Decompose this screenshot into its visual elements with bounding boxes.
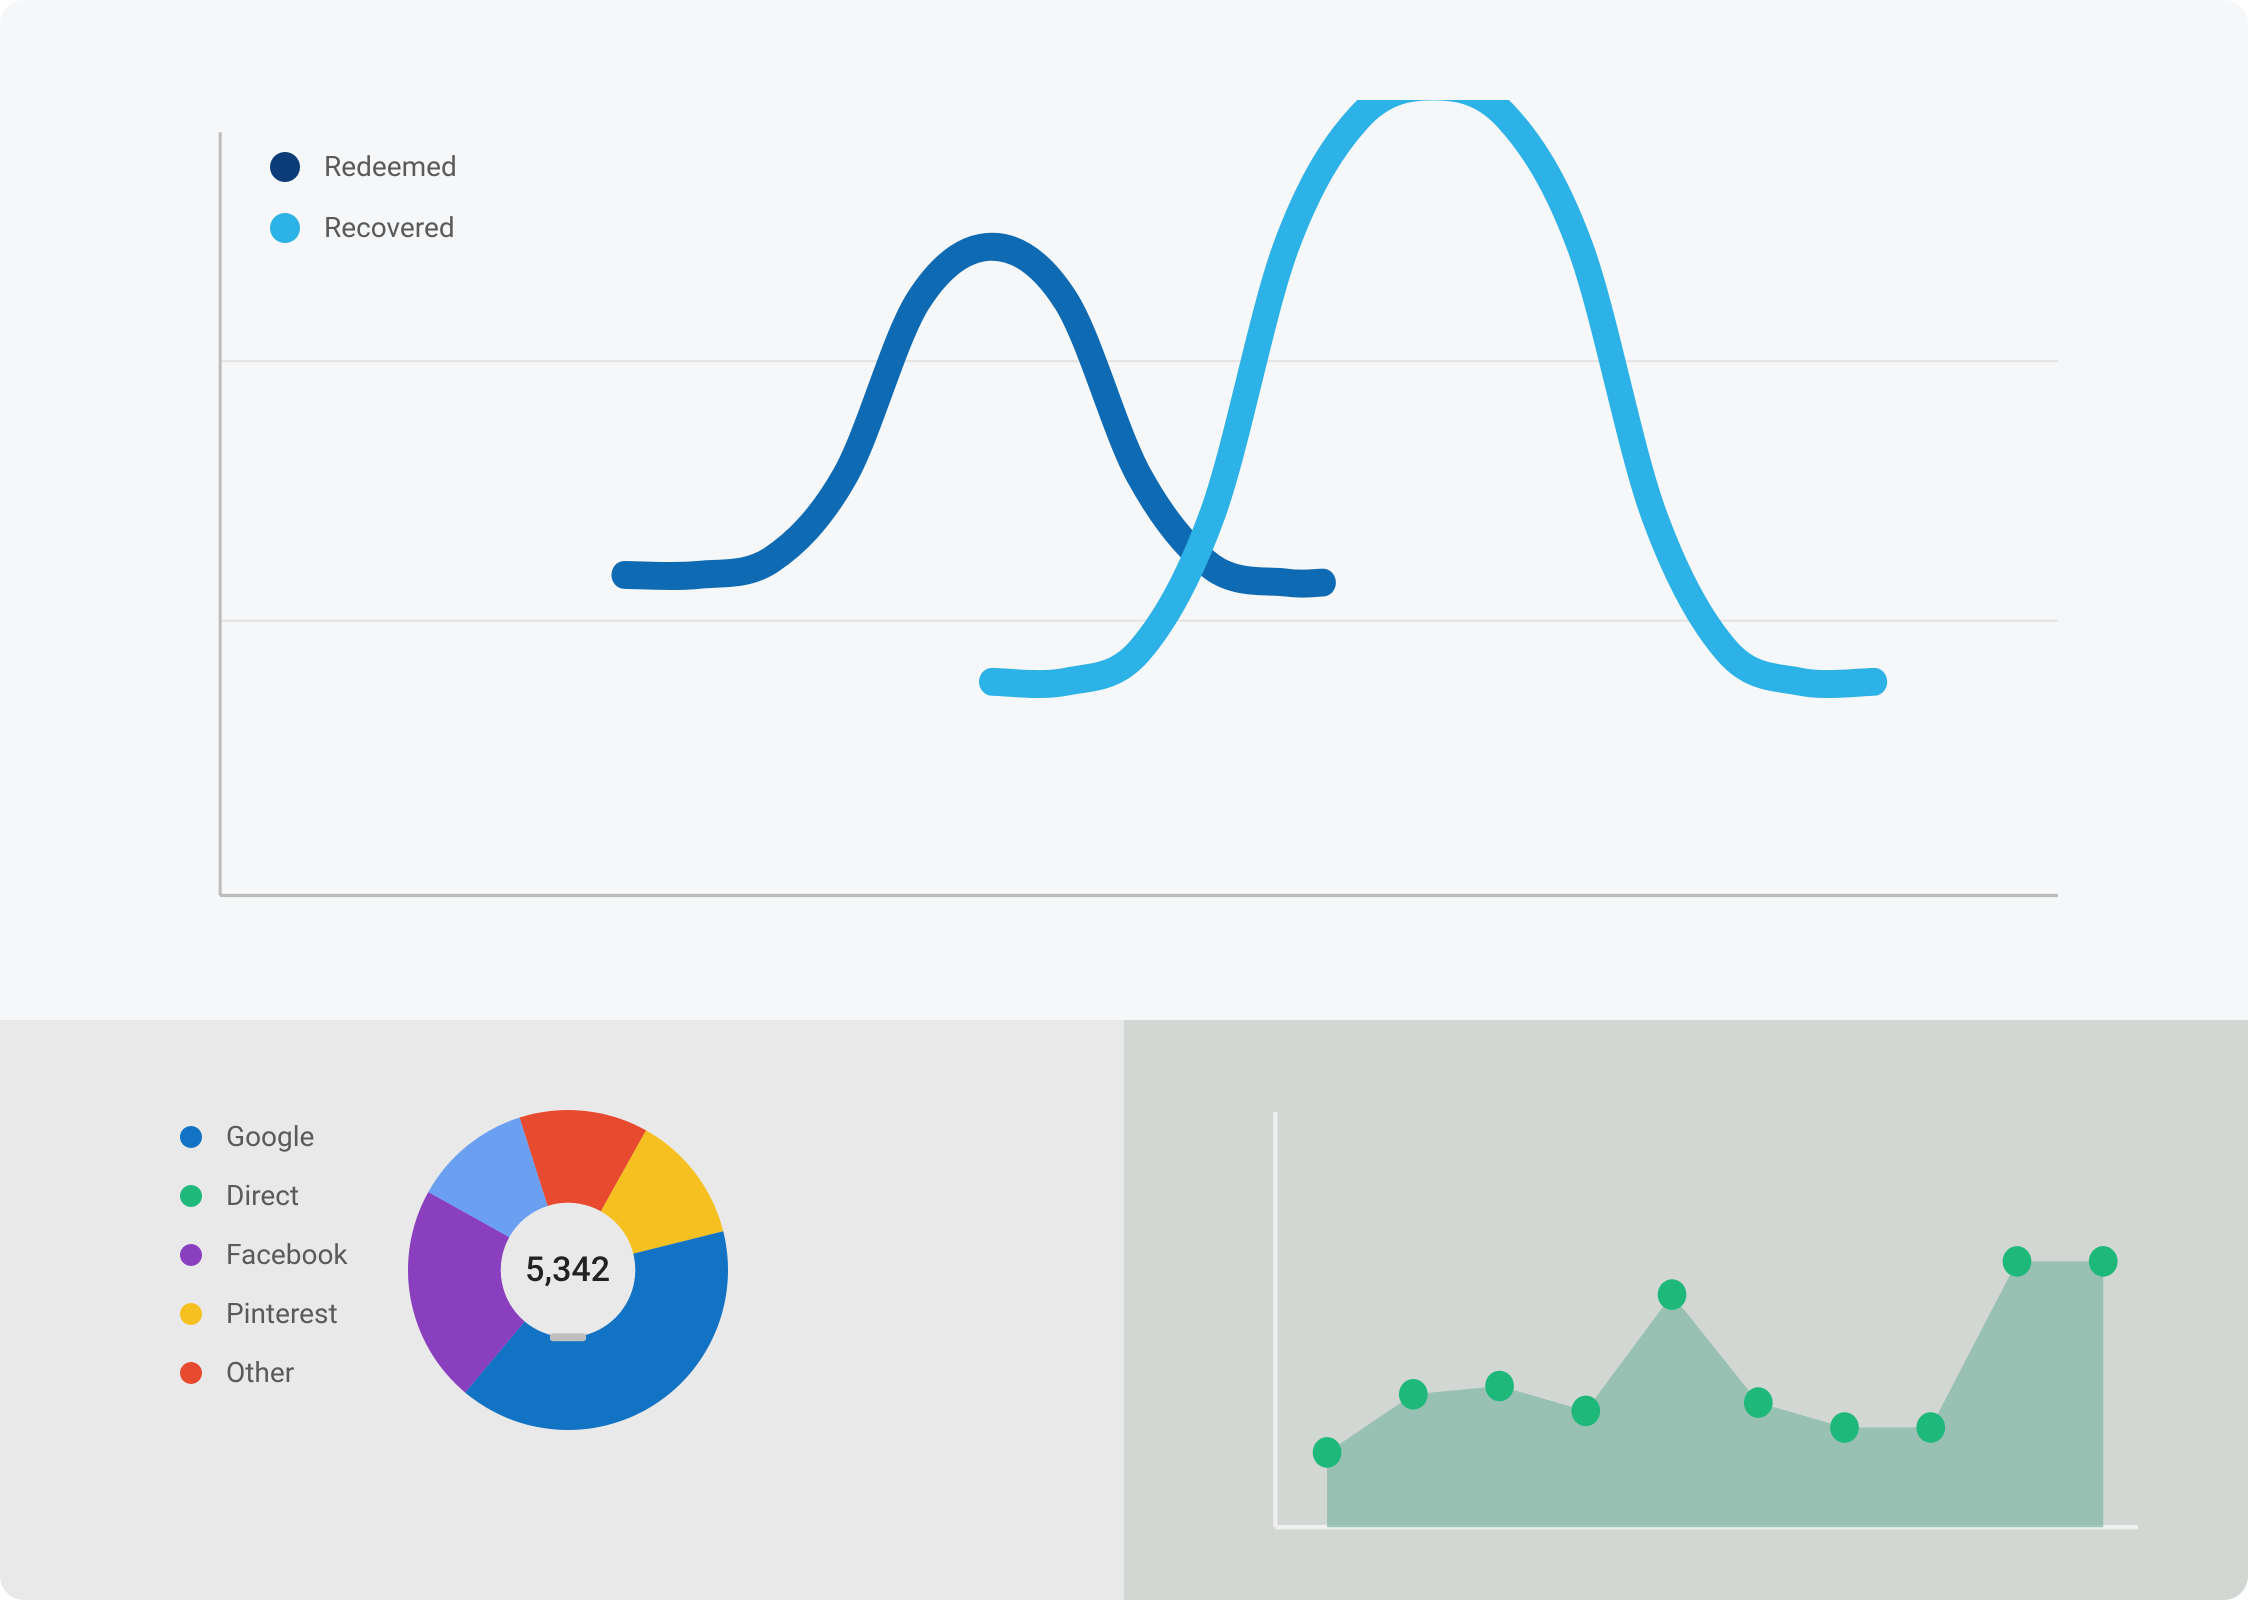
area-fill bbox=[1327, 1261, 2103, 1527]
area-marker bbox=[2003, 1246, 2032, 1277]
legend-item-redeemed: Redeemed bbox=[270, 150, 457, 183]
donut-legend-item-direct: Direct bbox=[180, 1179, 348, 1212]
area-marker bbox=[1399, 1379, 1428, 1410]
donut-center-value: 5,342 bbox=[525, 1250, 610, 1290]
donut-legend: Google Direct Facebook Pinterest Other bbox=[180, 1110, 348, 1389]
donut-stub bbox=[550, 1333, 586, 1341]
donut-panel: Google Direct Facebook Pinterest Other 5,342 bbox=[0, 1020, 1124, 1600]
area-svg bbox=[1224, 1090, 2148, 1560]
area-marker bbox=[1830, 1412, 1859, 1443]
curves-chart: Redeemed Recovered bbox=[180, 100, 2068, 960]
donut-legend-item-pinterest: Pinterest bbox=[180, 1297, 348, 1330]
curve-recovered bbox=[992, 100, 1874, 684]
legend-label: Direct bbox=[226, 1179, 299, 1212]
legend-dot-icon bbox=[180, 1185, 202, 1207]
area-marker bbox=[1658, 1279, 1687, 1310]
legend-label: Other bbox=[226, 1356, 294, 1389]
legend-label: Google bbox=[226, 1120, 314, 1153]
area-marker bbox=[1916, 1412, 1945, 1443]
legend-dot-icon bbox=[180, 1244, 202, 1266]
area-marker bbox=[1485, 1371, 1514, 1402]
curves-svg bbox=[180, 100, 2068, 960]
legend-label: Facebook bbox=[226, 1238, 348, 1271]
bottom-row: Google Direct Facebook Pinterest Other 5,342 bbox=[0, 1020, 2248, 1600]
legend-dot-icon bbox=[180, 1303, 202, 1325]
donut-legend-item-google: Google bbox=[180, 1120, 348, 1153]
curves-legend: Redeemed Recovered bbox=[270, 150, 457, 244]
donut-legend-item-facebook: Facebook bbox=[180, 1238, 348, 1271]
legend-dot-icon bbox=[270, 152, 300, 182]
legend-label: Redeemed bbox=[324, 150, 457, 183]
legend-dot-icon bbox=[180, 1362, 202, 1384]
legend-label: Pinterest bbox=[226, 1297, 338, 1330]
dashboard: Redeemed Recovered Google Direct Facebook Pi… bbox=[0, 0, 2248, 1600]
area-marker bbox=[1571, 1396, 1600, 1427]
curves-panel: Redeemed Recovered bbox=[0, 0, 2248, 1020]
area-marker bbox=[1744, 1387, 1773, 1418]
legend-dot-icon bbox=[270, 213, 300, 243]
donut-legend-item-other: Other bbox=[180, 1356, 348, 1389]
area-panel bbox=[1124, 1020, 2248, 1600]
legend-dot-icon bbox=[180, 1126, 202, 1148]
donut-chart: 5,342 bbox=[408, 1110, 728, 1430]
legend-item-recovered: Recovered bbox=[270, 211, 457, 244]
area-marker bbox=[1313, 1437, 1342, 1468]
area-marker bbox=[2089, 1246, 2118, 1277]
legend-label: Recovered bbox=[324, 211, 455, 244]
